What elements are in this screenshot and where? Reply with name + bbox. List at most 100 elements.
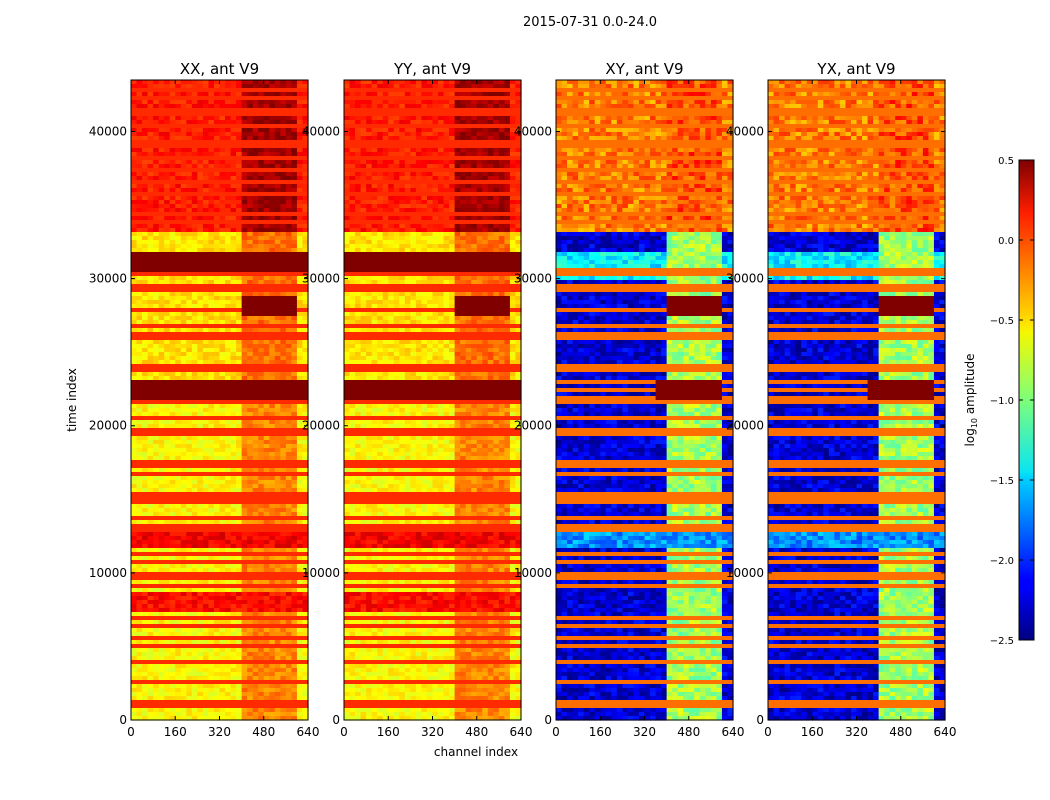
heatmap-cell <box>241 556 248 561</box>
heatmap-cell <box>186 192 193 197</box>
heatmap-cell <box>285 644 293 649</box>
heatmap-cell <box>153 404 160 409</box>
heatmap-cell <box>258 200 265 205</box>
heatmap-cell <box>175 304 182 309</box>
heatmap-cell <box>147 308 154 313</box>
heatmap-cell <box>225 300 232 305</box>
heatmap-cell <box>180 396 187 401</box>
heatmap-cell <box>285 672 293 677</box>
heatmap-cell <box>241 268 248 273</box>
heatmap-cell <box>263 488 270 493</box>
heatmap-cell <box>213 240 221 245</box>
heatmap-cell <box>208 176 215 181</box>
heatmap-cell <box>175 312 182 317</box>
heatmap-cell <box>202 176 210 181</box>
heatmap-cell <box>191 564 198 569</box>
heatmap-cell <box>213 196 221 201</box>
heatmap-cell <box>158 108 165 113</box>
heatmap-cell <box>274 536 281 541</box>
heatmap-cell <box>213 336 221 341</box>
heatmap-cell <box>225 396 232 401</box>
heatmap-cell <box>136 608 143 613</box>
heatmap-cell <box>213 268 221 273</box>
heatmap-cell <box>269 512 276 517</box>
heatmap-cell <box>180 240 187 245</box>
heatmap-cell <box>263 512 270 517</box>
heatmap-cell <box>274 424 281 429</box>
heatmap-cell <box>175 504 182 509</box>
heatmap-cell <box>191 420 198 425</box>
heatmap-cell <box>180 144 187 149</box>
heatmap-cell <box>131 704 138 709</box>
heatmap-cell <box>280 304 287 309</box>
heatmap-cell <box>158 148 165 153</box>
heatmap-cell <box>263 100 270 105</box>
heatmap-cell <box>285 256 293 261</box>
heatmap-cell <box>236 408 243 413</box>
heatmap-cell <box>236 160 243 165</box>
heatmap-cell <box>147 688 154 693</box>
heatmap-cell <box>158 112 165 117</box>
heatmap-cell <box>158 528 165 533</box>
heatmap-cell <box>213 236 221 241</box>
heatmap-cell <box>147 128 154 133</box>
heatmap-cell <box>208 384 215 389</box>
heatmap-cell <box>164 532 171 537</box>
heatmap-cell <box>241 292 248 297</box>
heatmap-cell <box>280 296 287 301</box>
heatmap-cell <box>186 220 193 225</box>
heatmap-cell <box>291 508 298 513</box>
heatmap-cell <box>252 332 259 337</box>
heatmap-cell <box>291 544 298 549</box>
heatmap-cell <box>213 324 221 329</box>
heatmap-cell <box>263 696 270 701</box>
heatmap-cell <box>191 312 198 317</box>
heatmap-cell <box>180 556 187 561</box>
heatmap-cell <box>136 336 143 341</box>
heatmap-cell <box>274 528 281 533</box>
heatmap-cell <box>202 196 210 201</box>
heatmap-cell <box>296 148 304 153</box>
heatmap-cell <box>302 616 309 621</box>
heatmap-cell <box>269 236 276 241</box>
heatmap-cell <box>191 308 198 313</box>
heatmap-cell <box>213 328 221 333</box>
heatmap-cell <box>302 184 309 189</box>
heatmap-cell <box>269 648 276 653</box>
heatmap-cell <box>169 184 176 189</box>
heatmap-cell <box>164 620 171 625</box>
heatmap-cell <box>158 520 165 525</box>
heatmap-cell <box>180 548 187 553</box>
heatmap-cell <box>191 276 198 281</box>
heatmap-cell <box>236 192 243 197</box>
heatmap-cell <box>164 556 171 561</box>
heatmap-cell <box>142 312 149 317</box>
heatmap-cell <box>285 360 293 365</box>
heatmap-cell <box>191 128 198 133</box>
heatmap-cell <box>225 548 232 553</box>
heatmap-cell <box>169 192 176 197</box>
heatmap-cell <box>191 524 198 529</box>
heatmap-cell <box>285 380 293 385</box>
heatmap-cell <box>252 324 259 329</box>
heatmap-cell <box>236 540 243 545</box>
heatmap-cell <box>131 492 138 497</box>
heatmap-cell <box>291 352 298 357</box>
heatmap-cell <box>180 196 187 201</box>
heatmap-cell <box>164 192 171 197</box>
heatmap-cell <box>280 216 287 221</box>
heatmap-cell <box>269 428 276 433</box>
heatmap-cell <box>269 188 276 193</box>
heatmap-cell <box>296 448 304 453</box>
heatmap-cell <box>302 572 309 577</box>
heatmap-cell <box>164 440 171 445</box>
heatmap-cell <box>180 400 187 405</box>
heatmap-cell <box>302 412 309 417</box>
heatmap-cell <box>263 692 270 697</box>
heatmap-cell <box>131 392 138 397</box>
heatmap-cell <box>302 336 309 341</box>
heatmap-cell <box>169 168 176 173</box>
heatmap-cell <box>142 380 149 385</box>
heatmap-cell <box>269 656 276 661</box>
heatmap-cell <box>158 512 165 517</box>
